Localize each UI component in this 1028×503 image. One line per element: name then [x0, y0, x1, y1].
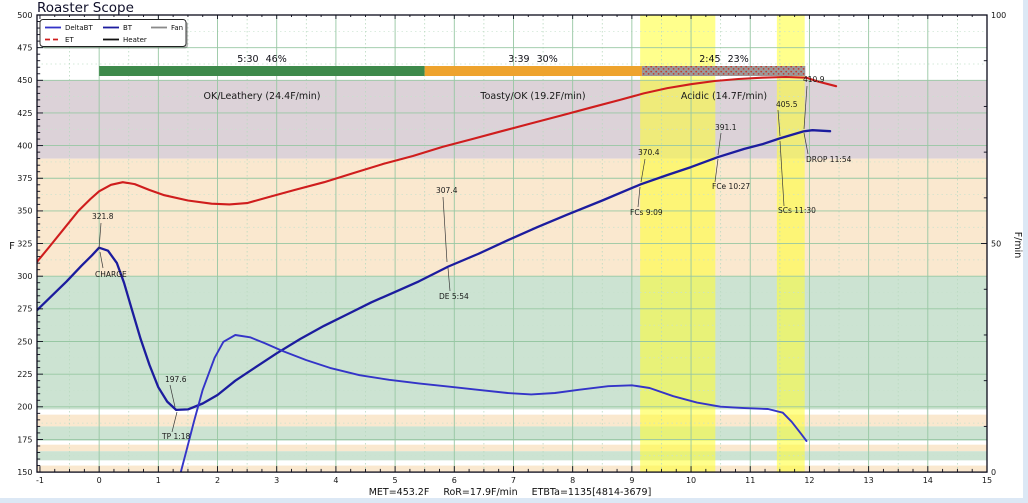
event-annotations: 321.8 CHARGE 197.6 TP 1:18 307.4 DE 5:54…	[92, 75, 852, 441]
legend-box	[39, 19, 187, 47]
svg-text:9: 9	[629, 476, 634, 485]
svg-text:3: 3	[274, 476, 279, 485]
legend-label-heater: Heater	[123, 36, 147, 44]
svg-text:225: 225	[17, 370, 32, 379]
svg-text:12: 12	[804, 476, 814, 485]
annotation-tp-value: 197.6	[165, 375, 187, 384]
annotation-fce-value: 391.1	[715, 123, 737, 132]
svg-text:175: 175	[17, 435, 32, 444]
temperature-curves	[37, 75, 838, 473]
phase-3-time-label: 2:45 23%	[699, 54, 748, 65]
status-bar: MET=453.2F RoR=17.9F/min ETBTa=1135[4814-3…	[369, 487, 652, 498]
svg-text:1: 1	[156, 476, 161, 485]
svg-text:50: 50	[991, 239, 1001, 248]
svg-text:475: 475	[17, 43, 32, 52]
annotation-de-label: DE 5:54	[439, 292, 469, 301]
gridlines	[37, 15, 987, 473]
svg-text:13: 13	[864, 476, 874, 485]
annotation-de-value: 307.4	[436, 186, 458, 195]
svg-text:400: 400	[17, 141, 32, 150]
svg-text:14: 14	[923, 476, 933, 485]
svg-text:150: 150	[17, 468, 32, 477]
svg-text:11: 11	[745, 476, 755, 485]
legend-label-fan: Fan	[171, 24, 183, 32]
svg-text:0: 0	[97, 476, 102, 485]
svg-text:8: 8	[570, 476, 575, 485]
legend[interactable]: DeltaBT ET BT Heater Fan	[39, 19, 188, 49]
svg-text:6: 6	[452, 476, 457, 485]
curve-bt	[37, 129, 832, 412]
page-title: Roaster Scope	[37, 0, 134, 16]
right-axis-unit-label: F/min	[1012, 232, 1023, 259]
svg-text:2: 2	[215, 476, 220, 485]
legend-label-bt: BT	[123, 24, 133, 32]
svg-text:450: 450	[17, 76, 32, 85]
phase-1-time-label: 5:30 46%	[237, 54, 286, 65]
phase-progress-bar	[99, 66, 806, 76]
legend-label-deltabt: DeltaBT	[65, 24, 93, 32]
annotation-charge-label: CHARGE	[95, 270, 127, 279]
svg-text:200: 200	[17, 403, 32, 412]
svg-text:7: 7	[511, 476, 516, 485]
svg-text:15: 15	[982, 476, 992, 485]
svg-text:500: 500	[17, 11, 32, 20]
svg-text:0: 0	[991, 468, 996, 477]
annotation-scs-label: SCs 11:30	[778, 206, 816, 215]
axis-ticks	[37, 14, 988, 473]
svg-text:4: 4	[333, 476, 338, 485]
svg-text:-1: -1	[36, 476, 44, 485]
phase-1-name-label: OK/Leathery (24.4F/min)	[204, 91, 321, 102]
left-axis-unit-label: F	[9, 241, 15, 252]
svg-text:375: 375	[17, 174, 32, 183]
annotation-connectors	[98, 85, 809, 433]
annotation-charge-value: 321.8	[92, 212, 114, 221]
svg-text:10: 10	[686, 476, 696, 485]
window-bottom-edge	[0, 498, 1028, 503]
svg-text:5: 5	[393, 476, 398, 485]
svg-text:300: 300	[17, 272, 32, 281]
annotation-scs-value: 405.5	[776, 100, 798, 109]
annotation-fce-label: FCe 10:27	[712, 182, 750, 191]
annotation-fcs-label: FCs 9:09	[630, 208, 663, 217]
window-right-edge	[1023, 0, 1028, 503]
svg-text:325: 325	[17, 239, 32, 248]
legend-label-et: ET	[65, 36, 74, 44]
svg-text:250: 250	[17, 337, 32, 346]
annotation-drop-value: 410.9	[803, 75, 825, 84]
svg-text:425: 425	[17, 109, 32, 118]
annotation-fcs-value: 370.4	[638, 148, 660, 157]
curve-et	[37, 75, 838, 263]
annotation-tp-label: TP 1:18	[161, 432, 191, 441]
phase-3-name-label: Acidic (14.7F/min)	[681, 91, 767, 102]
svg-text:275: 275	[17, 305, 32, 314]
svg-text:350: 350	[17, 207, 32, 216]
phase-2-time-label: 3:39 30%	[508, 54, 557, 65]
curve-deltabt	[179, 334, 808, 473]
axis-tick-labels: -1 0 1 2 3 4 5 6 7 8 9 10 11 12 13 14 151501752002252502…	[17, 11, 1006, 485]
svg-text:100: 100	[991, 11, 1006, 20]
phase-2-name-label: Toasty/OK (19.2F/min)	[479, 91, 585, 102]
annotation-drop-label: DROP 11:54	[806, 155, 852, 164]
